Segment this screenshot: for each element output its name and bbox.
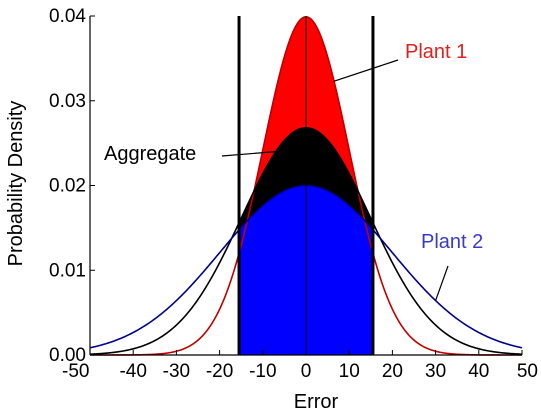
y-tick-label: 0.02 [49,176,86,197]
x-tick-label: 50 [517,361,538,382]
annotation-leader-aggregate [221,151,276,157]
x-tick-label: 10 [339,361,360,382]
annotation-label-plant-1: Plant 1 [405,41,467,63]
y-tick-label: 0.03 [49,91,86,112]
x-tick-label: 0 [301,361,312,382]
x-tick-label: -30 [163,361,190,382]
x-tick-label: -20 [206,361,233,382]
x-tick-label: 30 [425,361,446,382]
y-tick-label: 0.01 [49,260,86,281]
x-tick-label: -40 [119,361,146,382]
interval-lines-group [237,16,375,355]
annotation-label-plant-2: Plant 2 [421,231,483,253]
annotation-leader-plant-1 [333,59,399,82]
labels-group: Plant 1 Aggregate Plant 2 [104,41,483,301]
x-tick-label: -50 [62,361,89,382]
annotation-leader-plant-2 [435,265,449,301]
annotation-label-aggregate: Aggregate [104,143,196,165]
x-tick-label: -10 [249,361,276,382]
y-axis-title: Probability Density [5,101,27,267]
y-tick-label: 0.04 [49,6,86,27]
x-tick-label: 40 [468,361,489,382]
y-tick-label: 0.00 [49,345,86,366]
x-axis-title: Error [294,391,339,413]
x-tick-label: 20 [382,361,403,382]
axes-group: 0.00 0.01 0.02 0.03 0.04 -50 -40 -30 -20 -10 0 10 20… [5,6,538,413]
